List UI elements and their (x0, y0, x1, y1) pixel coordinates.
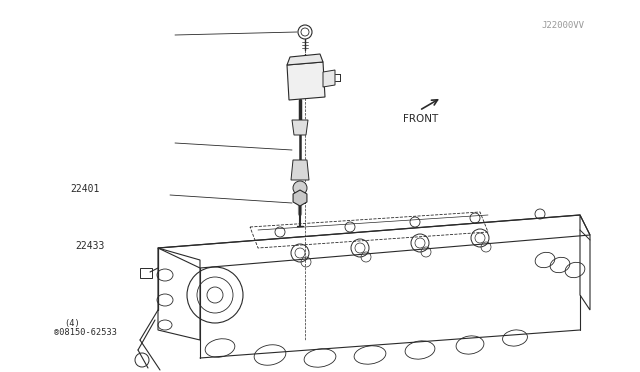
Polygon shape (291, 160, 309, 180)
Polygon shape (293, 190, 307, 206)
Polygon shape (323, 70, 335, 87)
Text: 22433: 22433 (76, 241, 105, 250)
Text: (4): (4) (64, 319, 80, 328)
Text: J22000VV: J22000VV (541, 21, 585, 30)
Polygon shape (287, 62, 325, 100)
Polygon shape (292, 120, 308, 135)
Bar (140, 268, 152, 278)
Text: 22401: 22401 (70, 184, 100, 194)
Circle shape (298, 25, 312, 39)
Circle shape (293, 181, 307, 195)
Polygon shape (287, 54, 323, 65)
Text: ®08150-62533: ®08150-62533 (54, 328, 117, 337)
Text: FRONT: FRONT (403, 114, 438, 124)
